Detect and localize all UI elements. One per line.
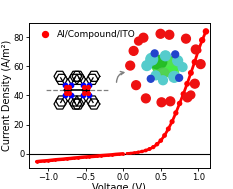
Ellipse shape bbox=[152, 56, 179, 75]
Y-axis label: Current Density (A/m²): Current Density (A/m²) bbox=[2, 40, 12, 151]
Point bbox=[178, 102, 182, 105]
Circle shape bbox=[191, 45, 200, 54]
Circle shape bbox=[178, 63, 187, 71]
Point bbox=[76, 156, 80, 159]
Point bbox=[38, 160, 42, 163]
Point bbox=[185, 82, 189, 85]
Point bbox=[193, 60, 196, 64]
Point bbox=[81, 84, 85, 87]
Circle shape bbox=[165, 30, 174, 39]
Point bbox=[197, 49, 200, 52]
Point bbox=[99, 154, 103, 157]
Point bbox=[166, 127, 170, 130]
Point bbox=[163, 134, 166, 137]
Point bbox=[50, 159, 54, 162]
Point bbox=[57, 158, 61, 161]
Point bbox=[84, 156, 87, 159]
Point bbox=[87, 94, 91, 97]
Circle shape bbox=[183, 93, 192, 102]
Point bbox=[42, 159, 46, 162]
Point bbox=[82, 86, 86, 89]
Point bbox=[68, 86, 71, 89]
Point bbox=[69, 157, 72, 160]
Point bbox=[136, 151, 140, 154]
Point bbox=[151, 146, 155, 149]
Circle shape bbox=[146, 53, 158, 65]
Point bbox=[46, 159, 50, 162]
Point bbox=[87, 155, 91, 158]
Circle shape bbox=[156, 29, 165, 38]
Point bbox=[200, 39, 204, 42]
Point bbox=[144, 149, 148, 152]
Point bbox=[81, 94, 85, 97]
Point bbox=[103, 154, 106, 157]
Point bbox=[35, 160, 38, 163]
Point bbox=[61, 158, 65, 161]
Point bbox=[121, 152, 125, 155]
Point bbox=[86, 91, 89, 94]
Circle shape bbox=[173, 56, 183, 66]
Circle shape bbox=[135, 37, 142, 45]
Ellipse shape bbox=[157, 68, 169, 78]
Point bbox=[129, 152, 133, 155]
Point bbox=[148, 147, 151, 150]
Point bbox=[87, 84, 91, 87]
Circle shape bbox=[142, 61, 152, 70]
Circle shape bbox=[190, 79, 199, 88]
Point bbox=[54, 158, 57, 161]
Circle shape bbox=[141, 94, 150, 103]
Circle shape bbox=[161, 51, 170, 61]
Point bbox=[118, 153, 121, 156]
Point bbox=[174, 111, 178, 114]
Point bbox=[68, 91, 71, 94]
Circle shape bbox=[147, 75, 154, 82]
Ellipse shape bbox=[150, 55, 167, 69]
Point bbox=[125, 152, 129, 155]
Point bbox=[72, 156, 76, 160]
Circle shape bbox=[126, 61, 135, 70]
Circle shape bbox=[187, 91, 195, 99]
Point bbox=[106, 154, 110, 157]
X-axis label: Voltage (V): Voltage (V) bbox=[93, 184, 146, 189]
Circle shape bbox=[129, 46, 138, 55]
Point bbox=[63, 94, 67, 97]
Point bbox=[204, 30, 208, 33]
Point bbox=[189, 71, 193, 74]
Point bbox=[155, 143, 159, 146]
Circle shape bbox=[176, 74, 183, 81]
Circle shape bbox=[172, 51, 179, 58]
Legend: Al/Compound/ITO: Al/Compound/ITO bbox=[35, 29, 137, 40]
Circle shape bbox=[196, 60, 205, 69]
Circle shape bbox=[169, 71, 180, 82]
Point bbox=[65, 157, 69, 160]
Circle shape bbox=[159, 76, 167, 85]
Point bbox=[114, 153, 117, 156]
Point bbox=[82, 91, 86, 94]
Circle shape bbox=[157, 98, 166, 107]
Point bbox=[86, 86, 89, 89]
Point bbox=[170, 120, 174, 123]
Point bbox=[182, 92, 185, 95]
Circle shape bbox=[182, 34, 190, 43]
Circle shape bbox=[151, 71, 160, 80]
Point bbox=[64, 91, 68, 94]
Point bbox=[69, 94, 73, 97]
Point bbox=[69, 84, 73, 87]
Point bbox=[80, 156, 84, 159]
Polygon shape bbox=[64, 86, 72, 94]
Point bbox=[91, 155, 95, 158]
Point bbox=[140, 150, 144, 153]
Circle shape bbox=[139, 33, 148, 42]
Circle shape bbox=[151, 50, 158, 57]
Ellipse shape bbox=[164, 67, 179, 77]
Point bbox=[64, 86, 68, 89]
Point bbox=[133, 151, 136, 154]
Circle shape bbox=[132, 81, 140, 90]
Point bbox=[159, 139, 163, 142]
Point bbox=[95, 155, 99, 158]
Circle shape bbox=[166, 97, 175, 106]
Point bbox=[63, 84, 67, 87]
Polygon shape bbox=[82, 86, 90, 94]
Point bbox=[110, 153, 114, 156]
